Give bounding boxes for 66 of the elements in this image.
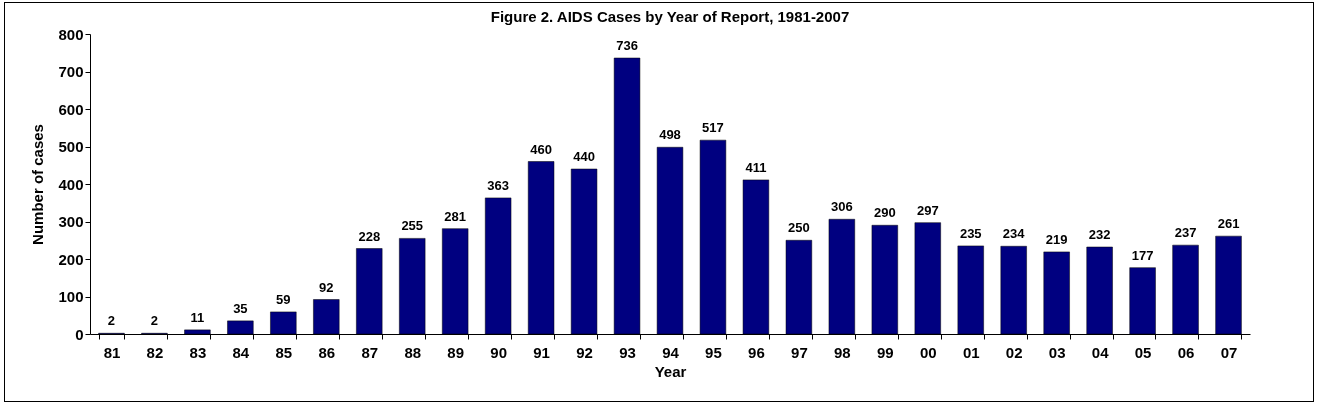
y-tick-label: 100: [58, 288, 84, 305]
x-tick-label: 84: [232, 343, 250, 361]
x-tick-label: 02: [1005, 343, 1023, 361]
x-tick-label: 03: [1048, 343, 1066, 361]
y-tick-label: 0: [75, 325, 84, 343]
data-label: 177: [1131, 247, 1154, 263]
data-label: 440: [573, 149, 595, 164]
data-label: 363: [487, 177, 509, 193]
data-label: 219: [1045, 231, 1068, 247]
x-tick-label: 81: [103, 343, 121, 361]
x-tick-label: 83: [189, 343, 207, 361]
x-tick-label: 04: [1091, 343, 1110, 361]
x-tick-label: 98: [834, 343, 851, 361]
data-label: 92: [319, 279, 334, 295]
data-label: 736: [616, 38, 638, 53]
x-tick-label: 95: [705, 343, 722, 361]
chart-title: Figure 2. AIDS Cases by Year of Report, 1981-2007: [490, 8, 850, 25]
data-label: 517: [702, 120, 724, 136]
data-label: 498: [659, 127, 681, 143]
x-tick-label: 96: [748, 343, 765, 361]
data-label: 237: [1174, 225, 1197, 241]
x-tick-label: 97: [791, 343, 808, 361]
y-tick-label: 800: [58, 25, 84, 43]
x-tick-label: 07: [1220, 343, 1238, 361]
y-tick-label: 500: [58, 138, 84, 155]
data-label: 234: [1002, 226, 1026, 242]
x-tick-label: 99: [876, 343, 894, 361]
x-tick-label: 92: [576, 343, 593, 361]
data-label: 297: [916, 202, 939, 218]
data-label: 281: [444, 208, 467, 224]
y-tick-label: 400: [58, 175, 84, 193]
x-tick-label: 05: [1134, 343, 1152, 361]
data-label: 460: [530, 141, 552, 157]
x-tick-label: 90: [490, 343, 507, 361]
data-label: 290: [873, 205, 896, 221]
data-label: 2: [150, 313, 159, 329]
x-axis-title: Year: [654, 362, 687, 380]
data-label: 2: [107, 313, 116, 329]
y-tick-label: 700: [58, 63, 84, 80]
data-label: 261: [1217, 216, 1240, 232]
data-label: 35: [233, 300, 248, 316]
data-label: 411: [745, 159, 767, 175]
x-tick-label: 01: [962, 343, 980, 361]
data-label: 59: [276, 291, 291, 307]
x-tick-label: 86: [318, 343, 336, 361]
data-label: 232: [1088, 227, 1111, 242]
x-tick-label: 82: [146, 343, 164, 361]
x-tick-label: 94: [662, 343, 680, 361]
x-tick-label: 88: [404, 343, 422, 361]
y-tick-label: 200: [58, 250, 84, 268]
x-tick-label: 91: [533, 343, 550, 361]
x-tick-label: 89: [447, 343, 465, 361]
y-axis-title: Number of cases: [29, 124, 47, 245]
x-tick-label: 87: [361, 343, 379, 361]
data-label: 306: [831, 199, 853, 215]
data-label: 250: [788, 220, 810, 236]
x-tick-label: 06: [1177, 343, 1195, 361]
y-tick-label: 600: [58, 100, 84, 118]
data-label: 228: [358, 228, 381, 244]
data-label: 255: [401, 218, 424, 234]
x-tick-label: 93: [619, 343, 636, 361]
x-tick-label: 85: [275, 343, 293, 361]
data-label: 235: [959, 225, 982, 241]
x-tick-label: 00: [919, 343, 937, 361]
data-label: 11: [190, 309, 205, 325]
y-tick-label: 300: [58, 213, 84, 230]
